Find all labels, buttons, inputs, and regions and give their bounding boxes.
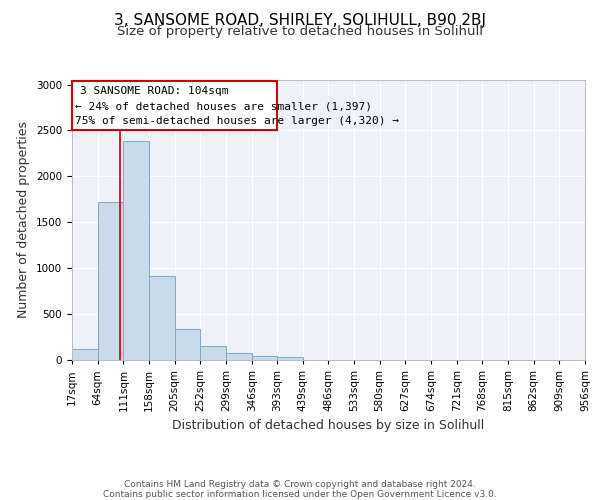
Text: 3 SANSOME ROAD: 104sqm: 3 SANSOME ROAD: 104sqm [80, 86, 229, 97]
Y-axis label: Number of detached properties: Number of detached properties [17, 122, 31, 318]
Text: Size of property relative to detached houses in Solihull: Size of property relative to detached ho… [117, 25, 483, 38]
Bar [277, 357, 302, 360]
Bar [149, 276, 175, 360]
Bar [124, 140, 149, 360]
Bar [252, 356, 277, 360]
FancyBboxPatch shape [72, 81, 277, 130]
X-axis label: Distribution of detached houses by size in Solihull: Distribution of detached houses by size … [172, 420, 485, 432]
Text: 3, SANSOME ROAD, SHIRLEY, SOLIHULL, B90 2BJ: 3, SANSOME ROAD, SHIRLEY, SOLIHULL, B90 … [114, 12, 486, 28]
Bar [72, 349, 98, 360]
Text: Contains HM Land Registry data © Crown copyright and database right 2024.: Contains HM Land Registry data © Crown c… [124, 480, 476, 489]
Bar [200, 346, 226, 360]
Bar [226, 353, 252, 360]
Bar [98, 202, 124, 360]
Text: Contains public sector information licensed under the Open Government Licence v3: Contains public sector information licen… [103, 490, 497, 499]
Text: ← 24% of detached houses are smaller (1,397): ← 24% of detached houses are smaller (1,… [75, 102, 372, 112]
Text: 75% of semi-detached houses are larger (4,320) →: 75% of semi-detached houses are larger (… [75, 116, 399, 126]
Bar [175, 329, 200, 360]
